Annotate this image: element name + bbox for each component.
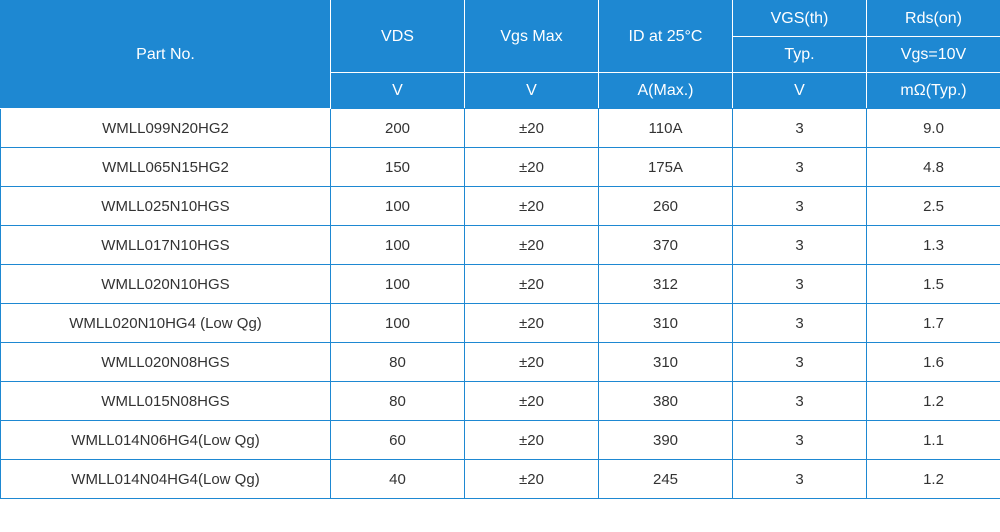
cell-vgs-max: ±20 [465,109,599,148]
table-row: WMLL065N15HG2150±20175A34.8 [1,148,1000,187]
table-row: WMLL020N08HGS80±2031031.6 [1,343,1000,382]
cell-part-no: WMLL020N10HGS [1,265,331,304]
cell-rds-on: 9.0 [867,109,1000,148]
table-body: WMLL099N20HG2200±20110A39.0WMLL065N15HG2… [1,109,1000,499]
table-row: WMLL015N08HGS80±2038031.2 [1,382,1000,421]
table-header: Part No. VDS Vgs Max ID at 25°C VGS(th) … [1,1,1000,109]
cell-vgs-max: ±20 [465,187,599,226]
cell-id-25c: 312 [599,265,733,304]
cell-id-25c: 245 [599,460,733,499]
table-row: WMLL020N10HG4 (Low Qg)100±2031031.7 [1,304,1000,343]
cell-part-no: WMLL014N06HG4(Low Qg) [1,421,331,460]
cell-vds: 150 [331,148,465,187]
cell-vgs-th: 3 [733,187,867,226]
col-header-rds-on: Rds(on) [867,1,1000,37]
table-row: WMLL014N06HG4(Low Qg)60±2039031.1 [1,421,1000,460]
cell-rds-on: 1.6 [867,343,1000,382]
cell-part-no: WMLL025N10HGS [1,187,331,226]
cell-id-25c: 370 [599,226,733,265]
table-row: WMLL099N20HG2200±20110A39.0 [1,109,1000,148]
cell-id-25c: 310 [599,304,733,343]
cell-rds-on: 2.5 [867,187,1000,226]
cell-vds: 100 [331,226,465,265]
cell-rds-on: 1.2 [867,382,1000,421]
cell-vds: 80 [331,382,465,421]
cell-rds-on: 1.1 [867,421,1000,460]
cell-vds: 100 [331,265,465,304]
cell-vgs-th: 3 [733,343,867,382]
col-subheader-rds-on-vgs10: Vgs=10V [867,37,1000,73]
cell-vds: 60 [331,421,465,460]
cell-id-25c: 390 [599,421,733,460]
cell-id-25c: 260 [599,187,733,226]
cell-rds-on: 1.5 [867,265,1000,304]
mosfet-spec-table: Part No. VDS Vgs Max ID at 25°C VGS(th) … [0,0,1000,499]
col-header-vgs-th: VGS(th) [733,1,867,37]
col-header-part-no: Part No. [1,1,331,109]
col-header-id-25c: ID at 25°C [599,1,733,73]
cell-vgs-th: 3 [733,460,867,499]
cell-vgs-th: 3 [733,304,867,343]
cell-vgs-max: ±20 [465,343,599,382]
cell-part-no: WMLL017N10HGS [1,226,331,265]
cell-vgs-th: 3 [733,148,867,187]
cell-id-25c: 310 [599,343,733,382]
cell-part-no: WMLL015N08HGS [1,382,331,421]
cell-rds-on: 1.2 [867,460,1000,499]
cell-vgs-th: 3 [733,109,867,148]
col-unit-id-25c: A(Max.) [599,73,733,109]
cell-part-no: WMLL065N15HG2 [1,148,331,187]
cell-vgs-th: 3 [733,382,867,421]
cell-vgs-max: ±20 [465,460,599,499]
cell-rds-on: 1.3 [867,226,1000,265]
cell-vds: 100 [331,187,465,226]
col-header-vds: VDS [331,1,465,73]
table-row: WMLL025N10HGS100±2026032.5 [1,187,1000,226]
cell-vgs-th: 3 [733,421,867,460]
cell-vgs-max: ±20 [465,265,599,304]
cell-part-no: WMLL014N04HG4(Low Qg) [1,460,331,499]
col-subheader-vgs-th-typ: Typ. [733,37,867,73]
cell-vgs-max: ±20 [465,226,599,265]
col-unit-vds: V [331,73,465,109]
cell-part-no: WMLL020N10HG4 (Low Qg) [1,304,331,343]
cell-vds: 200 [331,109,465,148]
cell-rds-on: 1.7 [867,304,1000,343]
table-row: WMLL017N10HGS100±2037031.3 [1,226,1000,265]
cell-vgs-th: 3 [733,226,867,265]
cell-part-no: WMLL020N08HGS [1,343,331,382]
cell-id-25c: 110A [599,109,733,148]
cell-vgs-max: ±20 [465,421,599,460]
cell-rds-on: 4.8 [867,148,1000,187]
col-unit-vgs-max: V [465,73,599,109]
cell-id-25c: 380 [599,382,733,421]
cell-part-no: WMLL099N20HG2 [1,109,331,148]
table-row: WMLL014N04HG4(Low Qg)40±2024531.2 [1,460,1000,499]
cell-vgs-th: 3 [733,265,867,304]
col-unit-vgs-th: V [733,73,867,109]
cell-id-25c: 175A [599,148,733,187]
cell-vds: 100 [331,304,465,343]
cell-vgs-max: ±20 [465,304,599,343]
cell-vgs-max: ±20 [465,382,599,421]
mosfet-spec-table-container: Part No. VDS Vgs Max ID at 25°C VGS(th) … [0,0,1000,499]
cell-vgs-max: ±20 [465,148,599,187]
table-row: WMLL020N10HGS100±2031231.5 [1,265,1000,304]
cell-vds: 40 [331,460,465,499]
col-header-vgs-max: Vgs Max [465,1,599,73]
col-unit-rds-on: mΩ(Typ.) [867,73,1000,109]
cell-vds: 80 [331,343,465,382]
